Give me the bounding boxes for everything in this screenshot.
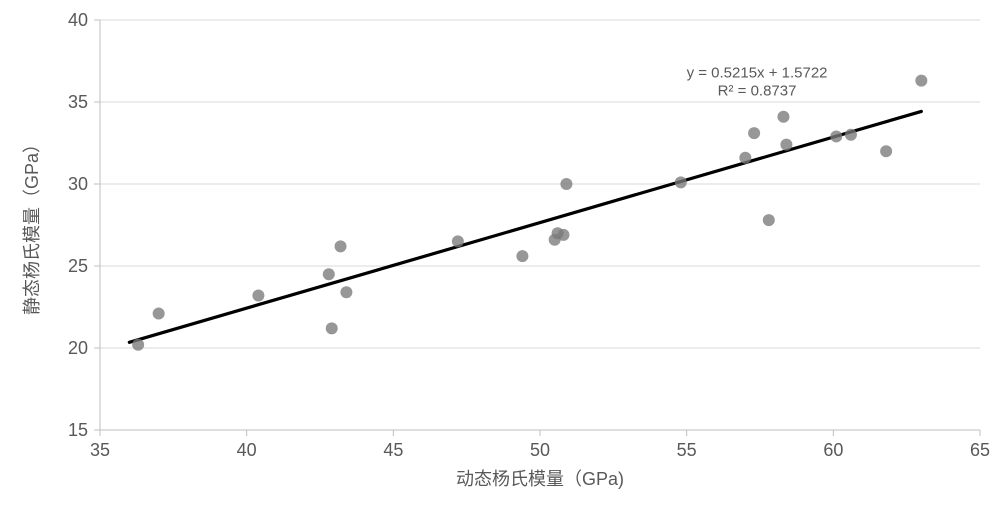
x-tick-labels: 35 40 45 50 55 60 65 xyxy=(90,430,990,460)
data-point xyxy=(516,250,528,262)
x-axis-label: 动态杨氏模量（GPa) xyxy=(456,469,624,489)
data-point xyxy=(777,111,789,123)
x-tick-label: 65 xyxy=(970,440,990,460)
x-tick-label: 55 xyxy=(677,440,697,460)
chart-svg: 35 40 45 50 55 60 65 15 20 25 30 35 40 y = 0.5215x … xyxy=(0,0,1000,510)
data-point xyxy=(845,129,857,141)
x-tick-label: 40 xyxy=(237,440,257,460)
x-tick-label: 60 xyxy=(823,440,843,460)
equation-line-2: R² = 0.8737 xyxy=(718,82,797,99)
equation-line-1: y = 0.5215x + 1.5722 xyxy=(687,64,828,81)
data-point xyxy=(323,268,335,280)
y-tick-labels: 15 20 25 30 35 40 xyxy=(68,10,100,440)
data-point xyxy=(915,75,927,87)
data-point xyxy=(326,322,338,334)
y-tick-label: 35 xyxy=(68,92,88,112)
y-tick-label: 30 xyxy=(68,174,88,194)
axis-lines xyxy=(100,20,980,430)
grid-lines xyxy=(100,20,980,430)
y-tick-label: 40 xyxy=(68,10,88,30)
data-point xyxy=(739,152,751,164)
y-tick-label: 15 xyxy=(68,420,88,440)
data-points xyxy=(132,75,927,351)
equation-annotation: y = 0.5215x + 1.5722R² = 0.8737 xyxy=(687,64,828,99)
data-point xyxy=(675,176,687,188)
x-tick-label: 45 xyxy=(383,440,403,460)
data-point xyxy=(340,286,352,298)
data-point xyxy=(780,139,792,151)
data-point xyxy=(748,127,760,139)
y-tick-label: 20 xyxy=(68,338,88,358)
data-point xyxy=(880,145,892,157)
y-axis-label: 静态杨氏模量（GPa） xyxy=(22,135,42,315)
scatter-chart: 35 40 45 50 55 60 65 15 20 25 30 35 40 y = 0.5215x … xyxy=(0,0,1000,510)
x-tick-label: 50 xyxy=(530,440,550,460)
data-point xyxy=(153,308,165,320)
data-point xyxy=(763,214,775,226)
trendline xyxy=(129,111,921,342)
regression-line xyxy=(129,111,921,342)
data-point xyxy=(132,339,144,351)
data-point xyxy=(830,130,842,142)
x-tick-label: 35 xyxy=(90,440,110,460)
data-point xyxy=(452,235,464,247)
data-point xyxy=(552,227,564,239)
data-point xyxy=(335,240,347,252)
data-point xyxy=(560,178,572,190)
data-point xyxy=(252,290,264,302)
y-tick-label: 25 xyxy=(68,256,88,276)
